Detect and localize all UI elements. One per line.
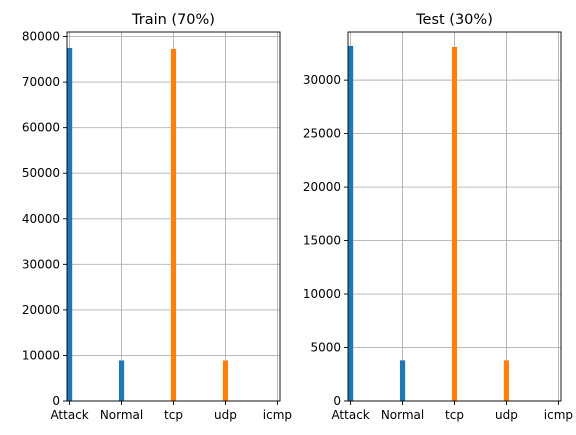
train-xtick-label-1: Normal <box>100 408 143 422</box>
test-bar-normal <box>399 360 406 401</box>
test-xtick-label-0: Attack <box>331 408 369 422</box>
test-bar-tcp <box>451 46 458 402</box>
train-xtick-label-0: Attack <box>50 408 88 422</box>
train-bar-tcp <box>170 48 177 401</box>
train-panel: Train (70%) 0 10000 20000 30000 40000 50000 60… <box>22 12 292 422</box>
train-xtick-label-2: tcp <box>164 408 183 422</box>
test-xtick-label-3: udp <box>495 408 518 422</box>
train-ytick-label-8: 80000 <box>22 30 60 44</box>
test-bar-udp <box>503 360 510 401</box>
train-ytick-label-7: 70000 <box>22 75 60 89</box>
test-ytick-label-6: 30000 <box>303 73 341 87</box>
train-ytick-label-5: 50000 <box>22 166 60 180</box>
train-ytick-label-3: 30000 <box>22 257 60 271</box>
train-ytick-label-4: 40000 <box>22 212 60 226</box>
train-bar-normal <box>118 360 125 401</box>
test-panel: Test (30%) 0 5000 10000 15000 20000 25000 3000… <box>303 12 573 422</box>
test-ytick-label-4: 20000 <box>303 180 341 194</box>
test-ytick-label-0: 0 <box>333 394 341 408</box>
test-ytick-label-3: 15000 <box>303 234 341 248</box>
train-title: Train (70%) <box>131 12 215 28</box>
train-xtick-label-4: icmp <box>263 408 292 422</box>
train-ytick-label-1: 10000 <box>22 348 60 362</box>
test-ytick-label-1: 5000 <box>310 341 341 355</box>
test-ytick-label-5: 25000 <box>303 127 341 141</box>
test-title: Test (30%) <box>415 12 493 28</box>
train-bar-attack <box>67 47 73 401</box>
train-xtick-label-3: udp <box>214 408 237 422</box>
test-xtick-label-4: icmp <box>544 408 573 422</box>
test-xtick-label-2: tcp <box>445 408 464 422</box>
train-ytick-label-2: 20000 <box>22 303 60 317</box>
test-xtick-label-1: Normal <box>381 408 424 422</box>
train-ytick-label-6: 60000 <box>22 121 60 135</box>
train-bar-udp <box>222 360 229 401</box>
train-ytick-label-0: 0 <box>52 394 60 408</box>
test-bar-attack <box>348 45 354 401</box>
test-ytick-label-2: 10000 <box>303 287 341 301</box>
